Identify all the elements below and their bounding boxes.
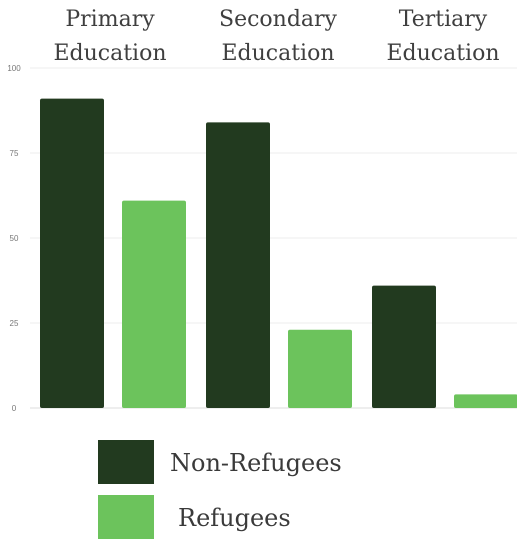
category-labels: Primary Education Secondary Education Tertia… bbox=[53, 7, 499, 66]
category-label: Tertiary bbox=[399, 7, 488, 32]
category-label: Education bbox=[386, 41, 499, 66]
bars bbox=[40, 98, 517, 409]
bar-non-refugees-0 bbox=[40, 98, 104, 408]
y-tick-label: 75 bbox=[10, 149, 19, 158]
category-label: Primary bbox=[65, 7, 155, 32]
y-tick-label: 25 bbox=[10, 319, 19, 328]
bar-refugees-2 bbox=[454, 394, 517, 408]
y-tick-label: 100 bbox=[7, 64, 21, 73]
bar-refugees-0 bbox=[122, 200, 186, 408]
legend-label: Non-Refugees bbox=[170, 449, 342, 477]
category-label: Secondary bbox=[219, 7, 338, 32]
legend-swatch-refugees bbox=[98, 495, 154, 539]
y-tick-label: 0 bbox=[12, 404, 17, 413]
legend-label: Refugees bbox=[178, 504, 291, 532]
legend: Non-Refugees Refugees bbox=[98, 440, 342, 539]
y-tick-label: 50 bbox=[10, 234, 19, 243]
y-axis-ticks: 0 25 50 75 100 bbox=[7, 64, 21, 413]
category-label: Education bbox=[221, 41, 334, 66]
bar-non-refugees-1 bbox=[206, 122, 270, 409]
bar-refugees-1 bbox=[288, 329, 352, 408]
category-label: Education bbox=[53, 41, 166, 66]
legend-swatch-non-refugees bbox=[98, 440, 154, 484]
bar-non-refugees-2 bbox=[372, 285, 436, 408]
